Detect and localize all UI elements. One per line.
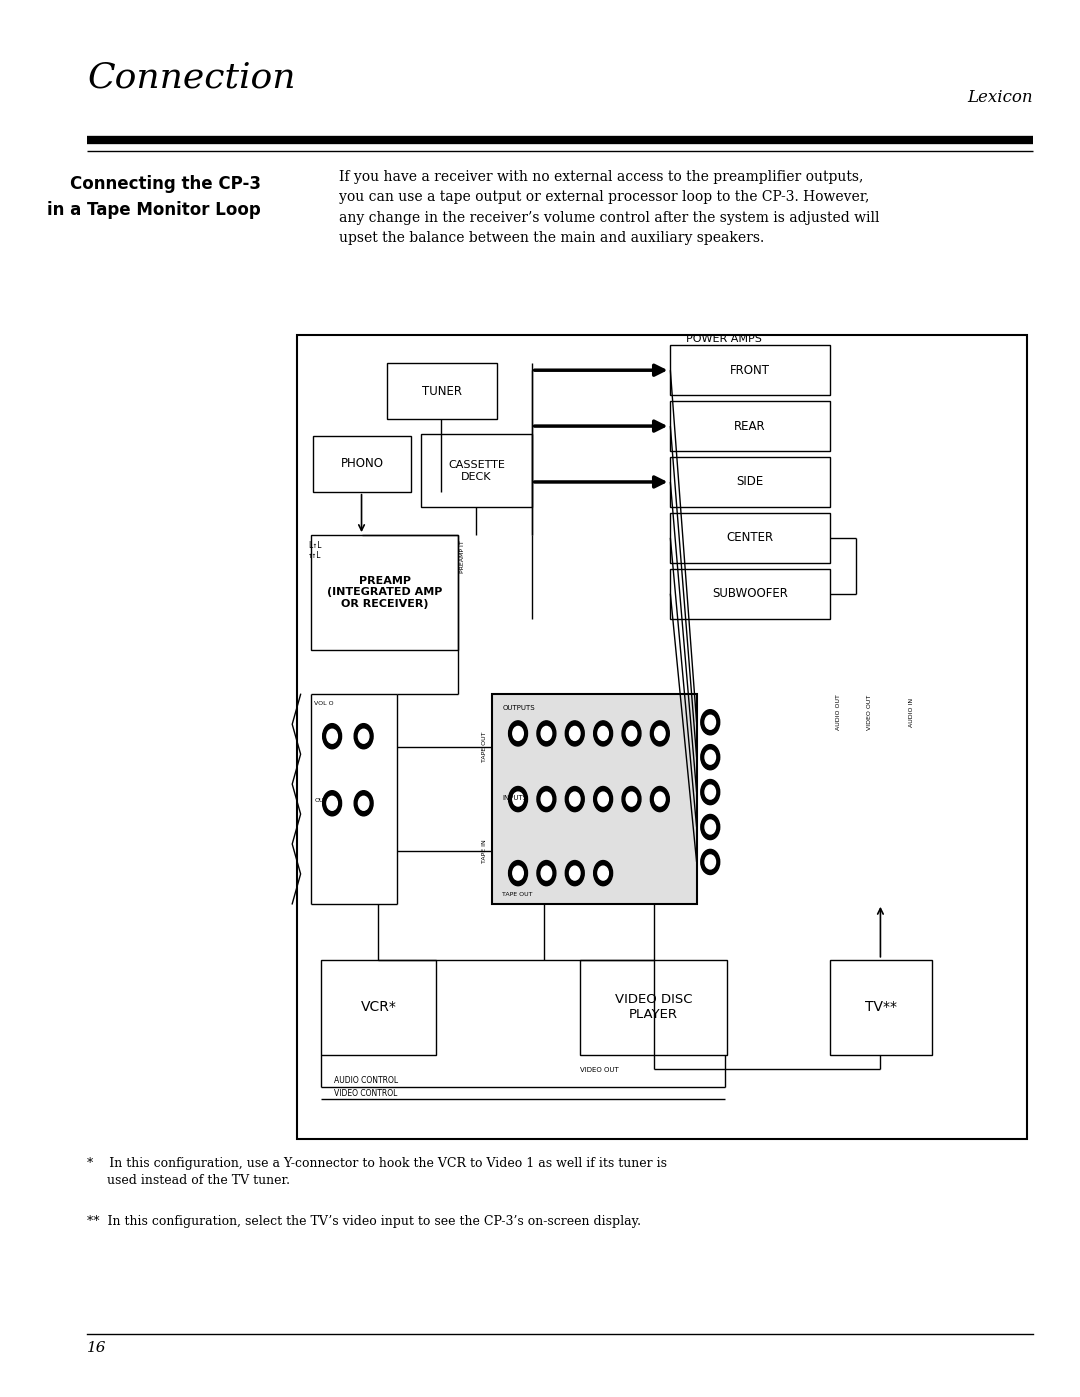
Circle shape bbox=[622, 787, 640, 812]
Circle shape bbox=[626, 792, 637, 806]
Text: TV**: TV** bbox=[865, 1000, 897, 1014]
Text: L↑L
↑↑L: L↑L ↑↑L bbox=[308, 541, 322, 560]
FancyBboxPatch shape bbox=[831, 960, 932, 1055]
FancyBboxPatch shape bbox=[671, 401, 831, 451]
Circle shape bbox=[626, 726, 637, 740]
Circle shape bbox=[565, 787, 584, 812]
Text: CENTER: CENTER bbox=[727, 531, 773, 545]
Text: OUT: OUT bbox=[314, 798, 327, 803]
Circle shape bbox=[537, 787, 556, 812]
Text: 16: 16 bbox=[87, 1341, 107, 1355]
Circle shape bbox=[705, 750, 716, 764]
Circle shape bbox=[594, 721, 612, 746]
FancyBboxPatch shape bbox=[671, 513, 831, 563]
Text: TUNER: TUNER bbox=[422, 384, 462, 398]
Circle shape bbox=[537, 721, 556, 746]
Circle shape bbox=[701, 814, 719, 840]
FancyBboxPatch shape bbox=[321, 960, 436, 1055]
FancyBboxPatch shape bbox=[671, 345, 831, 395]
Circle shape bbox=[701, 849, 719, 875]
Circle shape bbox=[598, 792, 608, 806]
Text: AUDIO CONTROL: AUDIO CONTROL bbox=[334, 1077, 399, 1085]
Text: VIDEO DISC
PLAYER: VIDEO DISC PLAYER bbox=[615, 993, 692, 1021]
Text: Connecting the CP-3
in a Tape Monitor Loop: Connecting the CP-3 in a Tape Monitor Lo… bbox=[46, 175, 260, 219]
Circle shape bbox=[650, 721, 670, 746]
Text: TAPE IN: TAPE IN bbox=[482, 840, 486, 863]
Circle shape bbox=[654, 726, 665, 740]
Circle shape bbox=[701, 780, 719, 805]
Circle shape bbox=[650, 787, 670, 812]
Circle shape bbox=[537, 861, 556, 886]
Text: SUBWOOFER: SUBWOOFER bbox=[712, 587, 788, 601]
Circle shape bbox=[513, 792, 524, 806]
FancyBboxPatch shape bbox=[491, 694, 697, 904]
FancyBboxPatch shape bbox=[313, 436, 410, 492]
Circle shape bbox=[359, 796, 369, 810]
Circle shape bbox=[509, 861, 527, 886]
Text: CASSETTE
DECK: CASSETTE DECK bbox=[448, 460, 505, 482]
FancyBboxPatch shape bbox=[421, 434, 531, 507]
Text: TAPE OUT: TAPE OUT bbox=[482, 732, 486, 761]
Circle shape bbox=[509, 787, 527, 812]
FancyBboxPatch shape bbox=[671, 457, 831, 507]
Text: PREAMP
(INTEGRATED AMP
OR RECEIVER): PREAMP (INTEGRATED AMP OR RECEIVER) bbox=[327, 576, 443, 609]
Circle shape bbox=[565, 721, 584, 746]
Circle shape bbox=[513, 726, 524, 740]
Circle shape bbox=[654, 792, 665, 806]
Circle shape bbox=[541, 792, 552, 806]
Text: POWER AMPS: POWER AMPS bbox=[686, 334, 762, 344]
FancyBboxPatch shape bbox=[311, 535, 458, 650]
Text: AUDIO IN: AUDIO IN bbox=[909, 698, 915, 726]
Circle shape bbox=[594, 861, 612, 886]
Text: FRONT: FRONT bbox=[730, 363, 770, 377]
Text: PHONO: PHONO bbox=[340, 457, 383, 471]
Text: OUTPUTS: OUTPUTS bbox=[502, 705, 535, 711]
Circle shape bbox=[354, 791, 373, 816]
Circle shape bbox=[565, 861, 584, 886]
Text: If you have a receiver with no external access to the preamplifier outputs,
you : If you have a receiver with no external … bbox=[339, 170, 880, 244]
Circle shape bbox=[705, 715, 716, 729]
Circle shape bbox=[598, 726, 608, 740]
Text: VCR*: VCR* bbox=[361, 1000, 396, 1014]
Circle shape bbox=[622, 721, 640, 746]
FancyBboxPatch shape bbox=[387, 363, 497, 419]
Circle shape bbox=[701, 710, 719, 735]
Text: SIDE: SIDE bbox=[737, 475, 764, 489]
Text: *    In this configuration, use a Y-connector to hook the VCR to Video 1 as well: * In this configuration, use a Y-connect… bbox=[87, 1157, 667, 1186]
FancyBboxPatch shape bbox=[580, 960, 727, 1055]
Text: PREAMP IT: PREAMP IT bbox=[460, 541, 465, 573]
Circle shape bbox=[569, 866, 580, 880]
Circle shape bbox=[569, 792, 580, 806]
Circle shape bbox=[327, 796, 337, 810]
Circle shape bbox=[598, 866, 608, 880]
Circle shape bbox=[323, 724, 341, 749]
Circle shape bbox=[541, 866, 552, 880]
Circle shape bbox=[513, 866, 524, 880]
Circle shape bbox=[705, 820, 716, 834]
Circle shape bbox=[509, 721, 527, 746]
Text: Lexicon: Lexicon bbox=[967, 89, 1032, 106]
Circle shape bbox=[569, 726, 580, 740]
Circle shape bbox=[359, 729, 369, 743]
Text: VIDEO OUT: VIDEO OUT bbox=[867, 694, 873, 731]
Circle shape bbox=[323, 791, 341, 816]
Text: VOL O: VOL O bbox=[314, 701, 334, 707]
Text: REAR: REAR bbox=[734, 419, 766, 433]
Circle shape bbox=[705, 855, 716, 869]
Text: INPUTS: INPUTS bbox=[502, 795, 527, 800]
Circle shape bbox=[327, 729, 337, 743]
Text: VIDEO CONTROL: VIDEO CONTROL bbox=[334, 1090, 397, 1098]
Circle shape bbox=[354, 724, 373, 749]
Circle shape bbox=[701, 745, 719, 770]
Text: **  In this configuration, select the TV’s video input to see the CP-3’s on-scre: ** In this configuration, select the TV’… bbox=[87, 1215, 642, 1228]
Text: Connection: Connection bbox=[87, 61, 296, 95]
Circle shape bbox=[541, 726, 552, 740]
Circle shape bbox=[705, 785, 716, 799]
Circle shape bbox=[594, 787, 612, 812]
FancyBboxPatch shape bbox=[297, 335, 1027, 1139]
FancyBboxPatch shape bbox=[671, 569, 831, 619]
Text: VIDEO OUT: VIDEO OUT bbox=[580, 1067, 619, 1073]
Text: TAPE OUT: TAPE OUT bbox=[502, 891, 532, 897]
Text: AUDIO OUT: AUDIO OUT bbox=[836, 694, 841, 731]
